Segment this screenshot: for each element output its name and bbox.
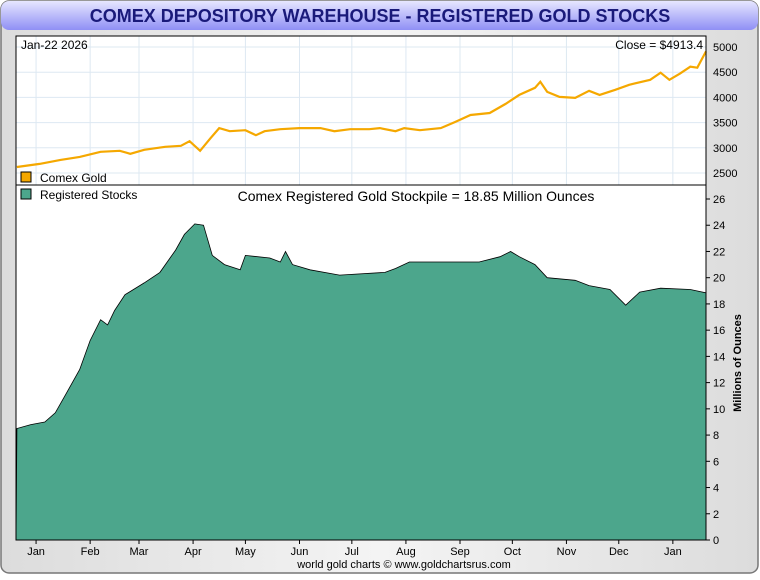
gold-y-tick-label: 3500 [713, 118, 737, 130]
comex-gold-line [16, 50, 707, 169]
legend-swatch-gold [20, 171, 32, 183]
gold-y-tick-label: 5000 [713, 42, 737, 54]
registered-stocks-area [15, 223, 707, 541]
x-tick-label-nov: Nov [557, 546, 577, 558]
stocks-y-tick-label: 22 [713, 246, 725, 258]
x-tick-label-oct: Oct [504, 546, 521, 558]
x-tick-label-jul: Jul [345, 546, 359, 558]
stocks-y-tick-label: 24 [713, 220, 725, 232]
x-tick-label-jun: Jun [291, 546, 309, 558]
stocks-y-tick-label: 14 [713, 351, 725, 363]
legend-stocks: Registered Stocks [40, 188, 137, 202]
gold-y-tick-label: 3000 [713, 143, 737, 155]
x-tick-label-jan: Jan [664, 546, 682, 558]
stocks-y-tick-label: 4 [713, 483, 719, 495]
stocks-y-tick-label: 20 [713, 273, 725, 285]
footer-credit: world gold charts © www.goldchartsrus.co… [296, 559, 511, 571]
x-tick-label-may: May [235, 546, 256, 558]
x-tick-label-sep: Sep [450, 546, 470, 558]
title-bar [1, 1, 758, 30]
stocks-y-tick-label: 2 [713, 509, 719, 521]
gold-y-tick-label: 4000 [713, 92, 737, 104]
x-tick-label-jan: Jan [27, 546, 45, 558]
chart-title: COMEX DEPOSITORY WAREHOUSE - REGISTERED … [90, 6, 670, 26]
stocks-y-tick-label: 12 [713, 378, 725, 390]
stocks-y-tick-label: 10 [713, 404, 725, 416]
gold-y-tick-label: 4500 [713, 67, 737, 79]
stocks-y-tick-label: 8 [713, 430, 719, 442]
stocks-y-tick-label: 18 [713, 299, 725, 311]
legend-gold: Comex Gold [40, 171, 107, 185]
x-tick-label-feb: Feb [81, 546, 100, 558]
x-tick-label-dec: Dec [609, 546, 629, 558]
legend-swatch-stocks [20, 188, 32, 200]
x-tick-label-aug: Aug [396, 546, 416, 558]
stocks-y-tick-label: 26 [713, 194, 725, 206]
x-tick-label-mar: Mar [130, 546, 149, 558]
y-axis-label: Millions of Ounces [732, 314, 744, 412]
close-label: Close = $4913.4 [615, 38, 703, 52]
stockpile-title: Comex Registered Gold Stockpile = 18.85 … [238, 188, 595, 204]
stocks-y-tick-label: 6 [713, 456, 719, 468]
gold-y-tick-label: 2500 [713, 168, 737, 180]
stocks-y-tick-label: 16 [713, 325, 725, 337]
x-tick-label-apr: Apr [185, 546, 202, 558]
date-label: Jan-22 2026 [21, 38, 88, 52]
stocks-y-tick-label: 0 [713, 535, 719, 547]
